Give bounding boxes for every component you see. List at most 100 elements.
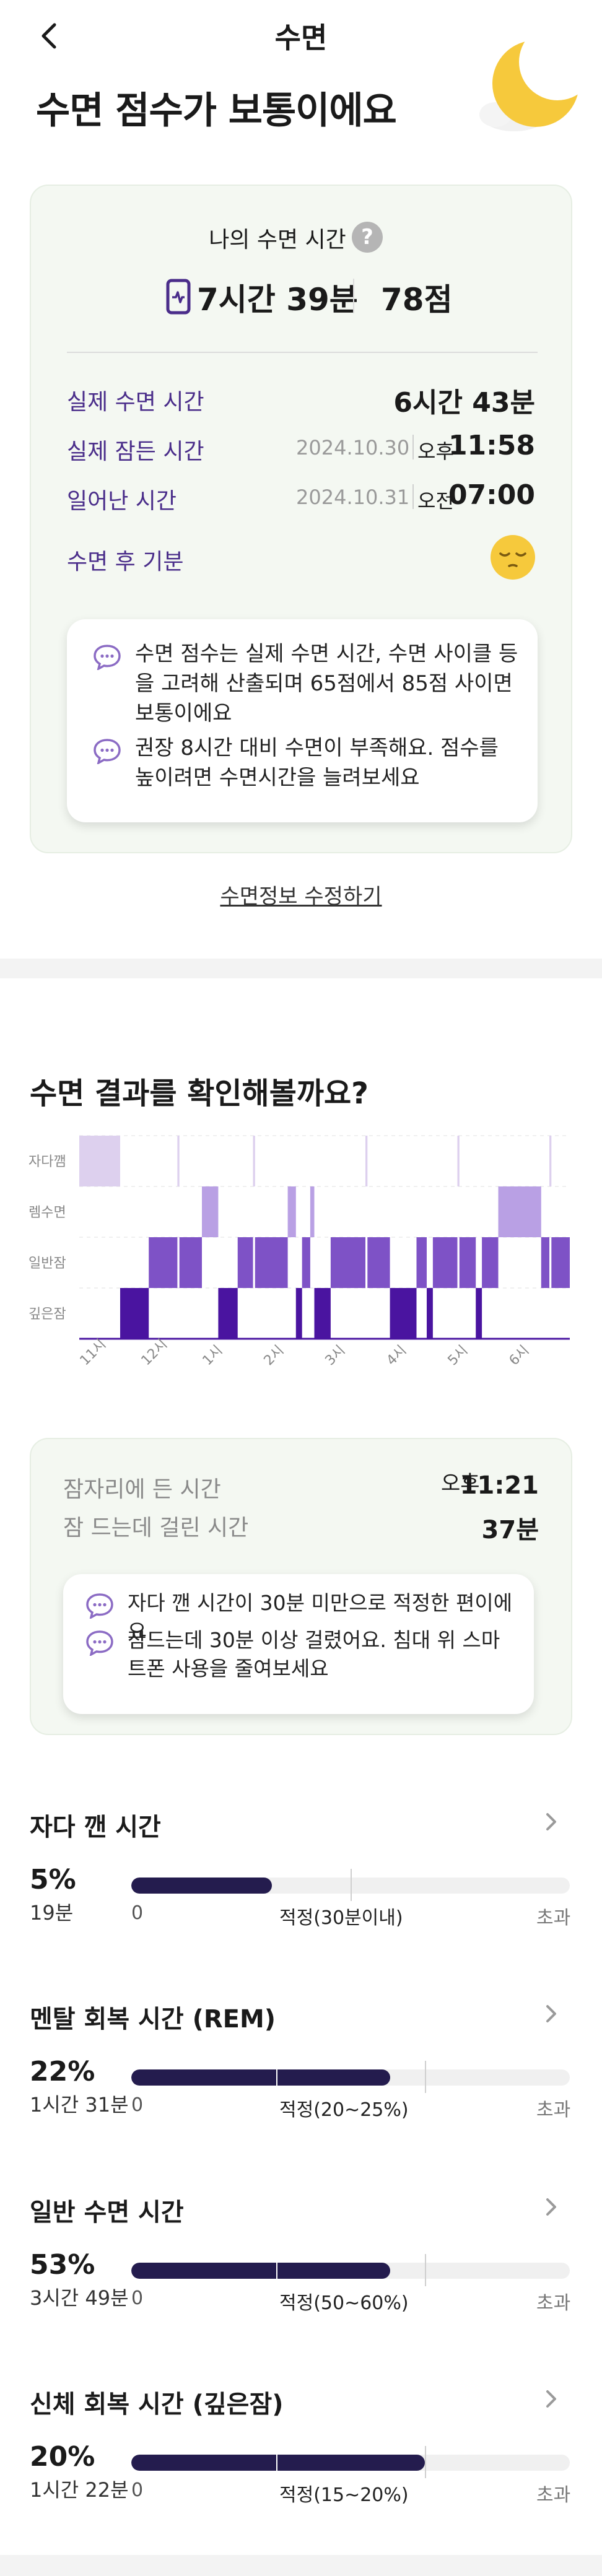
optimal-range-label: 적정(30분이내) [279, 1907, 403, 1929]
x-tick-label: 6시 [507, 1342, 533, 1368]
stage-segment [365, 1136, 368, 1186]
fell-asleep-time: 11:58 [448, 430, 535, 461]
tip-text: 잠드는데 30분 이상 걸렸어요. 침대 위 스마트폰 사용을 줄여보세요 [128, 1628, 500, 1681]
section-divider [0, 959, 602, 978]
x-tick-label: 5시 [445, 1342, 471, 1368]
score-tips-card: 수면 점수는 실제 수면 시간, 수면 사이클 등을 고려해 산출되며 65점에… [67, 619, 538, 822]
stage-segment [314, 1288, 331, 1339]
stage-segment [202, 1186, 219, 1237]
stage-segment [302, 1237, 310, 1288]
hero-title: 수면 점수가 보통이에요 [36, 89, 397, 133]
metric-duration: 1시간 31분 [30, 2093, 129, 2117]
bedtime-tips-card: 자다 깬 시간이 30분 미만으로 적정한 편이에요 잠드는데 30분 이상 걸… [63, 1574, 534, 1714]
help-icon[interactable]: ? [352, 222, 383, 253]
metric-duration: 1시간 22분 [30, 2478, 129, 2502]
phone-pulse-icon [166, 279, 191, 315]
metric-percent: 20% [30, 2441, 95, 2473]
range-start-tick [276, 2069, 277, 2086]
metric-title: 일반 수면 시간 [30, 2198, 184, 2227]
x-tick-label: 11시 [77, 1336, 110, 1368]
scale-over-label: 초과 [536, 2292, 571, 2314]
bedtime-card: 잠자리에 든 시간 오후 11:21 잠 드는데 걸린 시간 37분 자다 깬 … [30, 1438, 572, 1735]
actual-sleep-label: 실제 수면 시간 [67, 389, 204, 415]
tip-text: 수면 점수는 실제 수면 시간, 수면 사이클 등을 고려해 산출되며 65점에… [135, 642, 518, 726]
sleep-score: 78점 [381, 282, 453, 318]
fell-asleep-date: 2024.10.30 [296, 436, 410, 459]
stage-segment [416, 1237, 427, 1288]
metric-progress-track [131, 2455, 570, 2471]
crescent-moon-icon [479, 25, 582, 131]
range-start-tick [276, 2263, 277, 2279]
metric-percent: 22% [30, 2056, 95, 2087]
chevron-right-icon[interactable] [540, 2192, 562, 2222]
stage-segment [551, 1237, 570, 1288]
wake-up-ampm: 오전 [417, 489, 454, 513]
stage-label: 깊은잠 [28, 1307, 66, 1322]
results-title: 수면 결과를 확인해볼까요? [30, 1076, 369, 1111]
app-header: 수면 [0, 0, 602, 68]
metric-title: 멘탈 회복 시간 (REM) [30, 2005, 276, 2034]
stage-label: 일반잠 [28, 1256, 66, 1271]
scale-over-label: 초과 [536, 2484, 571, 2506]
divider [67, 352, 538, 353]
range-end-tick [425, 2061, 427, 2093]
scale-zero-label: 0 [131, 1902, 144, 1924]
chevron-left-icon[interactable] [31, 17, 68, 54]
metric-row[interactable]: 일반 수면 시간 53% 3시간 49분 0 적정(50~60%) 초과 [0, 2192, 602, 2384]
tip-text: 권장 8시간 대비 수면이 부족해요. 점수를 높이려면 수면시간을 늘려보세요 [135, 736, 499, 790]
stage-segment [253, 1136, 255, 1186]
stage-segment [218, 1288, 238, 1339]
stage-segment [476, 1288, 482, 1339]
stage-segment [149, 1237, 178, 1288]
sleepy-face-icon [491, 535, 535, 580]
wake-up-time: 07:00 [448, 479, 535, 511]
divider [412, 484, 414, 509]
fell-asleep-label: 실제 잠든 시간 [67, 439, 204, 464]
x-tick-label: 1시 [200, 1342, 226, 1368]
tip-text: 자다 깬 시간이 30분 미만으로 적정한 편이에요 [128, 1591, 513, 1643]
scale-over-label: 초과 [536, 2099, 571, 2121]
chevron-right-icon[interactable] [540, 1999, 562, 2029]
metric-percent: 53% [30, 2249, 95, 2281]
stage-segment [179, 1237, 202, 1288]
chevron-right-icon[interactable] [540, 2384, 562, 2414]
range-start-tick [276, 2455, 277, 2471]
metric-progress-fill [131, 1878, 272, 1894]
stage-segment [120, 1288, 149, 1339]
metric-duration: 3시간 49분 [30, 2286, 129, 2310]
stage-segment [427, 1288, 433, 1339]
stage-segment [295, 1288, 302, 1339]
mood-label: 수면 후 기분 [67, 549, 184, 575]
total-sleep-time: 7시간 39분 [197, 282, 358, 318]
metric-title: 자다 깬 시간 [30, 1813, 161, 1842]
metric-row[interactable]: 신체 회복 시간 (깊은잠) 20% 1시간 22분 0 적정(15~20%) 초과 [0, 2384, 602, 2576]
latency-value: 37분 [481, 1516, 539, 1544]
scale-zero-label: 0 [131, 2287, 144, 2309]
chevron-right-icon[interactable] [540, 1807, 562, 1837]
metric-row[interactable]: 멘탈 회복 시간 (REM) 22% 1시간 31분 0 적정(20~25%) 초과 [0, 1999, 602, 2191]
metric-percent: 5% [30, 1864, 76, 1895]
in-bed-ampm: 오후 [441, 1471, 480, 1496]
chat-bubble-icon [94, 645, 121, 670]
in-bed-label: 잠자리에 든 시간 [63, 1477, 221, 1502]
metric-progress-fill [131, 2263, 390, 2279]
stage-segment [330, 1237, 365, 1288]
stage-segment [549, 1136, 552, 1186]
actual-sleep-value: 6시간 43분 [393, 387, 535, 419]
scale-over-label: 초과 [536, 1907, 571, 1929]
metric-progress-track [131, 2069, 570, 2086]
metric-row[interactable]: 자다 깬 시간 5% 19분 0 적정(30분이내) 초과 [0, 1807, 602, 1999]
stage-label: 렘수면 [28, 1205, 66, 1221]
x-tick-label: 4시 [384, 1342, 410, 1368]
stage-segment [255, 1237, 288, 1288]
chat-bubble-icon [86, 1630, 113, 1656]
stage-segment [287, 1186, 296, 1237]
latency-label: 잠 드는데 걸린 시간 [63, 1515, 249, 1541]
edit-sleep-info-link[interactable]: 수면정보 수정하기 [220, 884, 382, 909]
stage-segment [310, 1186, 315, 1237]
optimal-range-label: 적정(50~60%) [279, 2292, 409, 2314]
stage-segment [79, 1136, 120, 1186]
wake-up-date: 2024.10.31 [296, 485, 410, 509]
stage-segment [237, 1237, 253, 1288]
